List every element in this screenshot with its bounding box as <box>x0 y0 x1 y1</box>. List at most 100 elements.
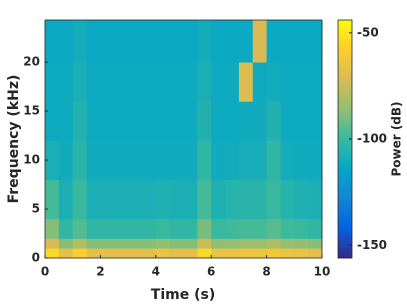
colorbar-swatch <box>338 20 352 23</box>
cell <box>211 218 226 239</box>
cell <box>280 140 295 181</box>
x-tick-label: 8 <box>262 265 270 279</box>
colorbar-swatch <box>338 158 352 161</box>
cell <box>280 238 295 249</box>
colorbar-swatch <box>338 114 352 117</box>
cell <box>211 140 226 181</box>
colorbar-swatch <box>338 208 352 211</box>
colorbar-swatch <box>338 124 352 127</box>
cell <box>128 218 143 239</box>
cell <box>211 238 226 249</box>
colorbar-swatch <box>338 212 352 215</box>
colorbar-swatch <box>338 64 352 67</box>
cell <box>45 101 60 141</box>
cell <box>238 179 254 220</box>
cell <box>100 101 115 141</box>
colorbar-swatch <box>338 216 352 219</box>
colorbar-swatch <box>338 140 352 143</box>
cell <box>252 20 267 63</box>
cell <box>72 101 87 141</box>
colorbar-swatch <box>338 224 352 227</box>
colorbar-swatch <box>338 90 352 93</box>
colorbar-swatch <box>338 34 352 37</box>
colorbar-swatch <box>338 106 352 109</box>
cell <box>86 140 101 181</box>
colorbar-swatch <box>338 128 352 131</box>
cell <box>155 62 171 102</box>
colorbar-swatch <box>338 50 352 53</box>
cell <box>197 20 212 63</box>
colorbar-tick-label: -150 <box>357 238 387 252</box>
cell <box>86 218 101 239</box>
cell <box>58 101 74 141</box>
colorbar-swatch <box>338 62 352 65</box>
colorbar-label: Power (dB) <box>390 101 404 176</box>
colorbar-swatch <box>338 150 352 153</box>
cell <box>86 248 101 259</box>
cell <box>294 20 309 63</box>
colorbar-swatch <box>338 136 352 139</box>
cell <box>141 248 157 259</box>
colorbar-swatch <box>338 152 352 155</box>
cell <box>252 179 267 220</box>
cell <box>155 218 171 239</box>
cell <box>72 179 87 220</box>
cell <box>169 238 184 249</box>
cell <box>308 218 323 239</box>
cell <box>58 62 74 102</box>
colorbar-swatch <box>338 176 352 179</box>
cell <box>128 238 143 249</box>
cell <box>155 238 171 249</box>
cell <box>280 62 295 102</box>
cell <box>58 140 74 181</box>
cell <box>266 248 281 259</box>
cell <box>58 248 74 259</box>
cell <box>266 218 281 239</box>
cell <box>183 179 198 220</box>
cell <box>72 248 87 259</box>
colorbar-swatch <box>338 174 352 177</box>
cell <box>114 238 129 249</box>
cell <box>128 20 143 63</box>
colorbar-swatch <box>338 78 352 81</box>
cell <box>197 179 212 220</box>
colorbar-tick-label: -100 <box>357 132 387 146</box>
cell <box>72 218 87 239</box>
colorbar-swatch <box>338 134 352 137</box>
colorbar-swatch <box>338 220 352 223</box>
cell <box>252 140 267 181</box>
colorbar-swatch <box>338 70 352 73</box>
cell <box>86 101 101 141</box>
cell <box>225 101 240 141</box>
colorbar-swatch <box>338 58 352 61</box>
cell <box>294 140 309 181</box>
colorbar-swatch <box>338 110 352 113</box>
cell <box>294 248 309 259</box>
colorbar-swatch <box>338 230 352 233</box>
cell <box>45 248 60 259</box>
cell <box>280 101 295 141</box>
cell <box>155 179 171 220</box>
cell <box>183 218 198 239</box>
colorbar-swatch <box>338 94 352 97</box>
x-tick-label: 2 <box>96 265 104 279</box>
cell <box>58 218 74 239</box>
colorbar-swatch <box>338 122 352 125</box>
cell <box>114 62 129 102</box>
colorbar-swatch <box>338 138 352 141</box>
x-tick-label: 10 <box>314 265 331 279</box>
cell <box>100 62 115 102</box>
cell <box>280 20 295 63</box>
cell <box>238 248 254 259</box>
colorbar-swatch <box>338 218 352 221</box>
cell <box>294 101 309 141</box>
colorbar-swatch <box>338 80 352 83</box>
cell <box>100 140 115 181</box>
colorbar-swatch <box>338 184 352 187</box>
colorbar-swatch <box>338 36 352 39</box>
cell <box>183 20 198 63</box>
colorbar-swatch <box>338 88 352 91</box>
colorbar-swatch <box>338 66 352 69</box>
cell <box>45 238 60 249</box>
cell <box>197 140 212 181</box>
